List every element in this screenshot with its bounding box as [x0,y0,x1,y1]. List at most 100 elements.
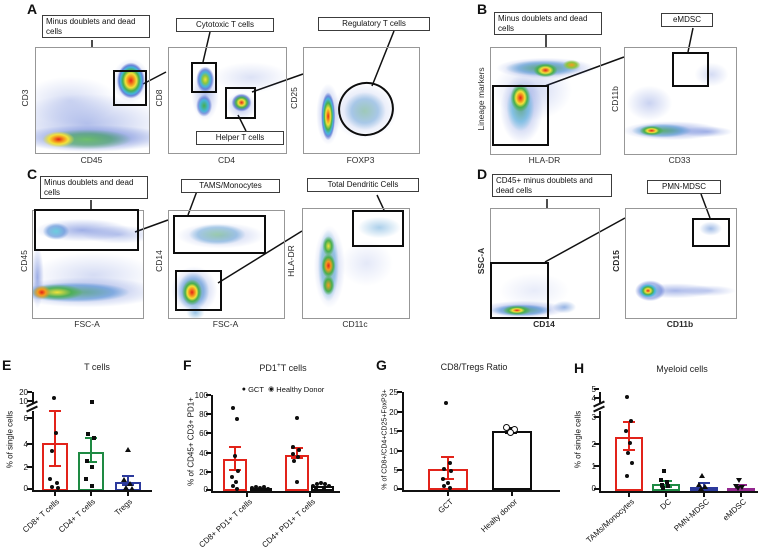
data-point [662,469,666,473]
flow-plot-cd15-cd11b [625,208,737,319]
data-point [507,429,514,436]
data-point [629,419,633,423]
ytick-h-5: 5 [584,385,596,394]
ytick-g-5: 5 [393,466,398,475]
gate-cd3-cd45 [113,70,147,106]
gate-ssca-cd14 [490,262,549,319]
data-point [55,481,59,485]
data-point [503,424,510,431]
y-axis-label-cd14: CD14 [154,250,164,272]
data-point [660,483,664,487]
data-point [444,401,448,405]
y-axis-label-ssca: SSC-A [476,247,486,275]
x-axis-label-cd11c: CD11c [342,319,368,329]
data-point [48,477,52,481]
chart-title-cd8-tregs: CD8/Tregs Ratio [440,362,508,372]
data-point [698,486,704,491]
panel-label-b: B [477,1,488,17]
ytick-h-1: 1 [584,462,596,471]
flow-plot-cd11b-cd33 [624,47,737,155]
y-axis-label-g: % of CD8+/CD4+CD25+FoxP3+ [381,389,389,490]
data-point [736,478,742,483]
data-point [628,441,632,445]
data-point [233,454,237,458]
data-point [266,487,270,491]
data-point [314,487,318,491]
ytick-f-40: 40 [199,449,208,458]
data-point [739,485,745,490]
data-point [666,484,670,488]
data-point [699,473,705,478]
panel-label-h: H [574,360,585,376]
gate-label-total-dendritic: Total Dendritic Cells [307,178,419,192]
data-point [92,436,96,440]
data-point [90,465,94,469]
data-point [297,448,301,452]
data-point [50,449,54,453]
gate-pmn-mdsc [692,218,730,247]
data-point [90,400,94,404]
y-axis-label-cd3: CD3 [20,89,30,107]
y-axis-e [32,392,34,491]
gate-lineage-hladr [492,85,549,146]
panel-label-a: A [27,1,38,17]
data-point [54,431,58,435]
data-point [231,484,235,488]
data-point [322,487,326,491]
y-axis-label-cd25: CD25 [289,87,299,109]
y-axis-label-cd45-c: CD45 [19,250,29,272]
panel-label-e: E [2,357,12,373]
error-bar-gct [447,457,449,480]
data-point [125,447,131,452]
data-point [702,484,708,489]
gate-emdsc [672,52,709,87]
data-point [625,474,629,478]
x-axis-label-hladr: HLA-DR [528,155,561,165]
data-point [231,406,235,410]
gate-label-pmn-mdsc: PMN-MDSC [647,180,721,194]
data-point [291,445,295,449]
data-point [323,482,327,486]
data-point [235,417,239,421]
data-point [121,477,127,482]
ytick-g-10: 10 [389,447,398,456]
x-axis-label-foxp3: FOXP3 [346,155,375,165]
data-point [626,451,630,455]
ytick-f-0: 0 [190,485,208,494]
ytick-e-20: 20 [19,388,28,397]
gate-tams-monocytes [173,215,266,254]
data-point [665,480,669,484]
title-pd1: PD1 [259,363,277,373]
gate-monocyte-lower [175,270,222,311]
gate-helper [225,87,256,119]
x-axis-label-cd4: CD4 [217,155,235,165]
category-cd8-pd1: CD8+ PD1+ T cells [197,497,255,550]
x-axis-label-cd45: CD45 [80,155,103,165]
legend-gct-label: GCT [248,385,264,394]
x-axis-label-fsca-1: FSC-A [74,319,100,329]
category-tregs: Tregs [113,497,135,518]
gate-label-minus-doublets-b: Minus doublets and dead cells [494,12,602,36]
gate-cd45-fsca [34,209,139,251]
title-tail: T cells [280,363,307,373]
ytick-g-15: 15 [389,427,398,436]
category-dc: DC [658,497,674,512]
data-point [90,484,94,488]
error-bar-cd8-pd1 [234,447,236,471]
gate-label-emdsc: eMDSC [661,13,713,27]
data-point [442,467,446,471]
data-point [696,482,702,487]
y-axis-label-hladr-c: HLA-DR [286,245,296,277]
data-point [230,475,234,479]
x-axis-label-cd11b: CD11b [666,319,694,329]
chart-title-myeloid: Myeloid cells [656,364,708,374]
data-point [441,477,445,481]
data-point [295,480,299,484]
data-point [292,459,296,463]
ytick-e-2: 2 [23,463,28,472]
category-cd8-t-cells: CD8+ T cells [21,497,62,535]
data-point [235,487,239,491]
healthy-donor-marker-icon: ◉ [268,386,275,393]
data-point [315,482,319,486]
data-point [84,477,88,481]
